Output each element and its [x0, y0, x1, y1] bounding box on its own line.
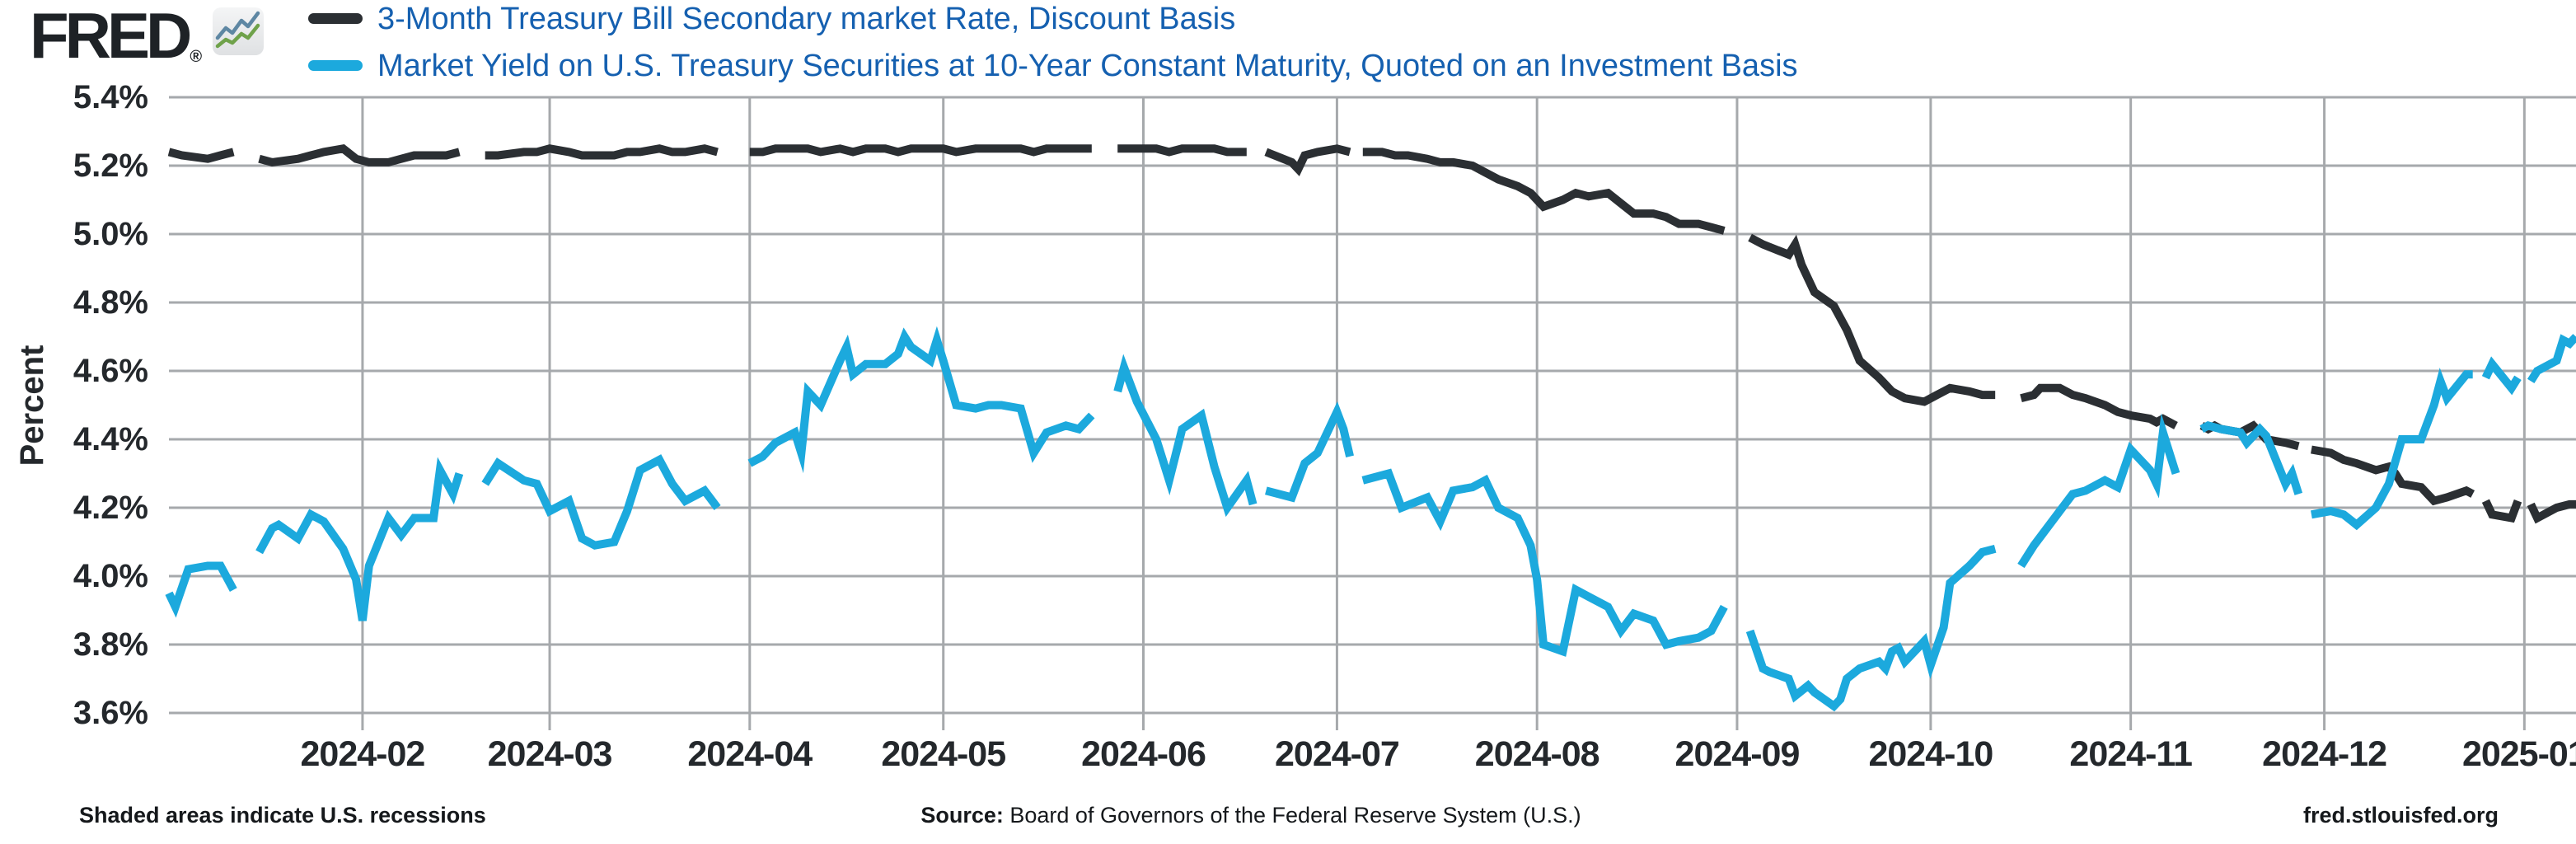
y-tick-label: 3.6% [73, 695, 148, 731]
series-line-10-year-yield [165, 326, 2576, 712]
y-tick-label: 5.4% [73, 79, 148, 115]
x-tick-label: 2024-04 [687, 734, 813, 774]
series-line-3-month-tbill [167, 143, 2576, 524]
fred-logo: FRED ® [30, 0, 265, 72]
fred-zigzag-chart-icon [213, 7, 265, 55]
x-tick-label: 2025-01 [2461, 734, 2576, 774]
x-tick-label: 2024-10 [1868, 734, 1993, 774]
x-tick-label: 2024-12 [2262, 734, 2387, 774]
source-label: Source: [920, 803, 1004, 828]
recession-note: Shaded areas indicate U.S. recessions [79, 803, 486, 828]
x-tick-label: 2024-03 [487, 734, 613, 774]
x-tick-label: 2024-09 [1674, 734, 1801, 774]
chart-legend: 3-Month Treasury Bill Secondary market R… [308, 0, 1798, 89]
y-tick-label: 5.2% [73, 148, 148, 184]
y-tick-label: 3.8% [73, 626, 148, 663]
source-note: Source: Board of Governors of the Federa… [920, 803, 1581, 828]
y-tick-label: 4.8% [73, 284, 148, 321]
fred-logo-text: FRED [30, 0, 192, 72]
y-tick-label: 4.0% [73, 558, 148, 594]
source-text: Board of Governors of the Federal Reserv… [1003, 803, 1581, 828]
legend-item-10-year-yield: Market Yield on U.S. Treasury Securities… [308, 42, 1798, 89]
legend-swatch-3-month-tbill [308, 13, 363, 24]
x-tick-label: 2024-07 [1275, 734, 1400, 774]
x-tick-label: 2024-08 [1474, 734, 1600, 774]
legend-label-10-year-yield: Market Yield on U.S. Treasury Securities… [377, 48, 1798, 83]
y-tick-label: 4.6% [73, 353, 148, 389]
x-tick-label: 2024-06 [1081, 734, 1206, 774]
fred-url: fred.stlouisfed.org [2302, 803, 2499, 828]
y-axis-title: Percent [14, 345, 50, 467]
legend-item-3-month-tbill: 3-Month Treasury Bill Secondary market R… [308, 0, 1798, 42]
y-tick-label: 5.0% [73, 216, 148, 252]
legend-swatch-10-year-yield [308, 60, 363, 71]
y-tick-label: 4.2% [73, 490, 148, 526]
y-tick-label: 4.4% [73, 421, 148, 457]
x-tick-label: 2024-05 [881, 734, 1006, 774]
registered-trademark: ® [190, 48, 203, 66]
x-tick-label: 2024-11 [2069, 734, 2192, 774]
x-tick-label: 2024-02 [300, 734, 426, 774]
legend-label-3-month-tbill: 3-Month Treasury Bill Secondary market R… [377, 1, 1236, 36]
